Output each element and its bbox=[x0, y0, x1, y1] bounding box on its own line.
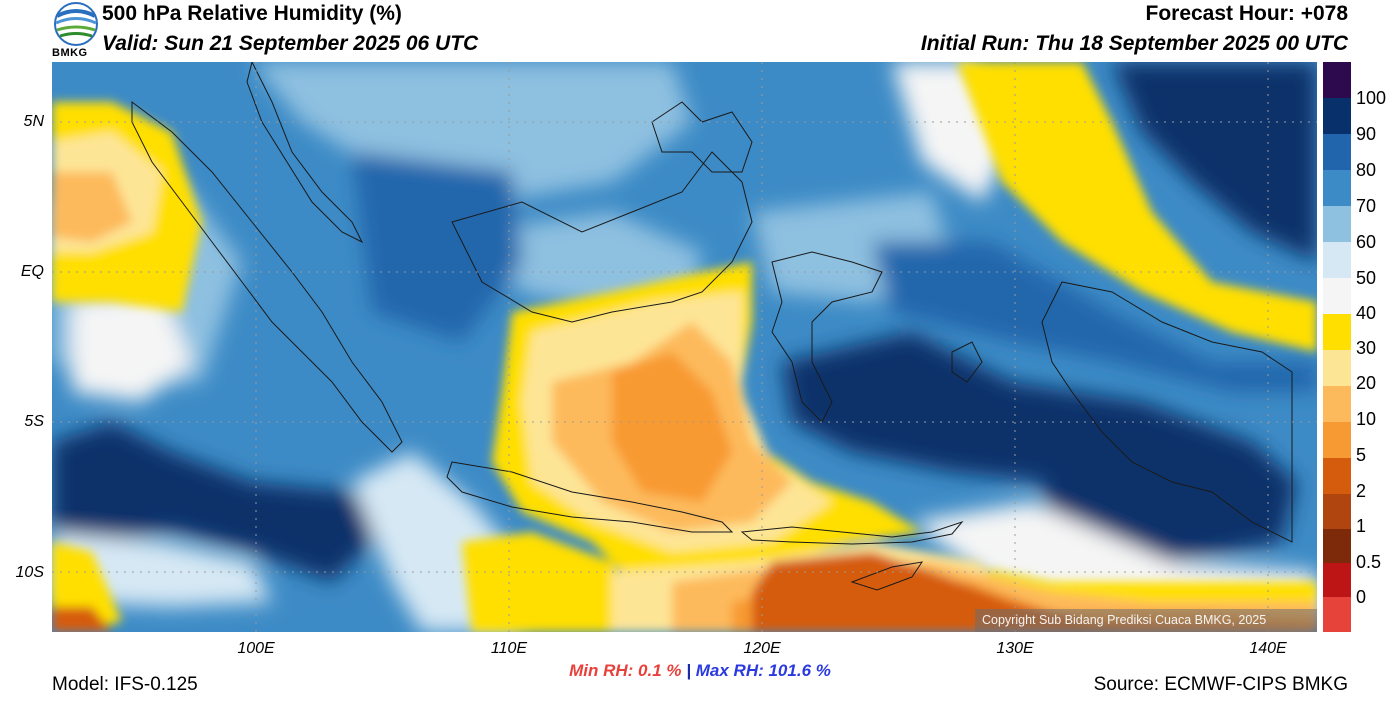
cbar-label-5: 5 bbox=[1356, 445, 1367, 465]
cbar-label-50: 50 bbox=[1356, 268, 1377, 288]
lat-label-eq: EQ bbox=[20, 263, 44, 280]
swatch-10 bbox=[1323, 386, 1351, 422]
lon-label-140e: 140E bbox=[1249, 640, 1287, 657]
swatch-30 bbox=[1323, 314, 1351, 350]
cbar-label-0-5: 0.5 bbox=[1356, 552, 1382, 572]
colorbar bbox=[1323, 62, 1351, 632]
rh-80-east-wide bbox=[872, 242, 1317, 392]
cbar-label-1: 1 bbox=[1356, 516, 1367, 536]
forecast-hour: Forecast Hour: +078 bbox=[1145, 2, 1349, 25]
swatch-5 bbox=[1323, 422, 1351, 458]
malay-peninsula-coast bbox=[246, 62, 364, 244]
humidity-map bbox=[52, 62, 1317, 632]
initial-run: Initial Run: Thu 18 September 2025 00 UT… bbox=[920, 32, 1348, 55]
min-rh: Min RH: 0.1 % bbox=[569, 661, 682, 680]
rh-50-west bbox=[72, 292, 192, 402]
philippines-coast bbox=[651, 101, 753, 173]
cbar-label-2: 2 bbox=[1356, 481, 1367, 501]
lat-label-5s: 5S bbox=[24, 413, 44, 430]
cbar-label-10: 10 bbox=[1356, 409, 1377, 429]
rh-10-west bbox=[52, 172, 132, 242]
lat-label-10s: 10S bbox=[15, 564, 44, 581]
rh-2-southwest bbox=[52, 607, 112, 632]
sumatra-coast bbox=[131, 101, 403, 453]
swatch-0-5 bbox=[1323, 529, 1351, 563]
sulawesi-coast bbox=[771, 251, 883, 423]
map-title: 500 hPa Relative Humidity (%) bbox=[102, 2, 402, 25]
swatch-80 bbox=[1323, 134, 1351, 170]
humidity-field bbox=[52, 62, 1317, 632]
swatch-1 bbox=[1323, 494, 1351, 529]
rh-80-central bbox=[352, 152, 522, 342]
rh-90-east bbox=[782, 332, 1297, 562]
cbar-label-40: 40 bbox=[1356, 303, 1377, 323]
swatch-70 bbox=[1323, 170, 1351, 206]
valid-time: Valid: Sun 21 September 2025 06 UTC bbox=[102, 32, 479, 55]
lesser-sunda-coast bbox=[740, 520, 964, 545]
cbar-label-0: 0 bbox=[1356, 587, 1367, 607]
model-name: Model: IFS-0.125 bbox=[52, 674, 198, 695]
min-max-separator: | bbox=[686, 661, 692, 680]
lon-label-120e: 120E bbox=[743, 640, 781, 657]
swatch-2 bbox=[1323, 458, 1351, 494]
max-rh: Max RH: 101.6 % bbox=[695, 661, 831, 680]
logo-text: BMKG bbox=[52, 47, 88, 59]
swatch-below-0 bbox=[1323, 597, 1351, 632]
swatch-90 bbox=[1323, 98, 1351, 134]
cbar-label-60: 60 bbox=[1356, 232, 1377, 252]
bmkg-logo bbox=[52, 2, 100, 60]
cbar-label-30: 30 bbox=[1356, 338, 1377, 358]
coastlines bbox=[131, 62, 1293, 591]
swatch-0 bbox=[1323, 563, 1351, 597]
cbar-label-20: 20 bbox=[1356, 373, 1377, 393]
swatch-20 bbox=[1323, 350, 1351, 386]
lon-label-100e: 100E bbox=[237, 640, 275, 657]
lon-label-110e: 110E bbox=[490, 640, 528, 657]
new-guinea-coast bbox=[1041, 281, 1293, 543]
cbar-label-80: 80 bbox=[1356, 160, 1377, 180]
copyright-notice: Copyright Sub Bidang Prediksi Cuaca BMKG… bbox=[975, 609, 1317, 632]
cbar-label-70: 70 bbox=[1356, 196, 1377, 216]
rh-90-ne bbox=[1112, 62, 1317, 262]
swatch-50 bbox=[1323, 242, 1351, 278]
swatch-60 bbox=[1323, 206, 1351, 242]
borneo-coast bbox=[451, 151, 753, 323]
timor-coast bbox=[850, 561, 924, 591]
swatch-100-plus bbox=[1323, 62, 1351, 98]
cbar-label-100: 100 bbox=[1356, 88, 1387, 108]
rh-30-northeast bbox=[957, 62, 1317, 352]
data-source: Source: ECMWF-CIPS BMKG bbox=[1093, 674, 1348, 695]
lon-label-130e: 130E bbox=[996, 640, 1034, 657]
gridlines bbox=[52, 62, 1317, 632]
lat-label-5n: 5N bbox=[23, 113, 44, 130]
maluku-coast bbox=[951, 341, 983, 383]
cbar-label-90: 90 bbox=[1356, 124, 1377, 144]
min-max-readout: Min RH: 0.1 % | Max RH: 101.6 % bbox=[0, 661, 1400, 681]
rh-60-band-north bbox=[252, 62, 692, 202]
rh-90-sw bbox=[52, 422, 382, 582]
rh-5-core bbox=[612, 352, 732, 502]
swatch-40 bbox=[1323, 278, 1351, 314]
java-coast bbox=[446, 461, 734, 533]
